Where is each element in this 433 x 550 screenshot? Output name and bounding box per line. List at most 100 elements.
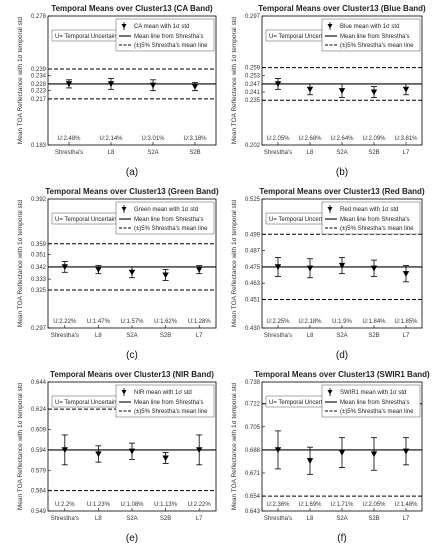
y-tick-label: 0.235 [245,98,261,104]
legend-swatch-marker [121,24,127,29]
legend-series-label: Blue mean with 1σ std [340,24,399,30]
mean-marker [196,267,203,273]
legend-series-label: NIR mean with 1σ std [134,390,192,396]
y-tick-label: 0.644 [31,380,47,386]
mean-marker [402,271,410,277]
mean-marker [274,447,282,454]
y-tick-label: 0.624 [31,407,47,413]
mean-marker [338,88,346,94]
y-tick-label: 0.594 [31,448,47,454]
legend-box [321,384,421,418]
legend-band-label: (±)5% Shrestha's mean line [134,409,208,415]
panel-label: (d) [336,350,348,361]
legend-mean-label: Mean line from Shrestha's [134,400,204,406]
x-tick-label: Shrestha's [51,333,79,339]
y-tick-label: 0.609 [31,428,47,434]
x-tick-label: L7 [196,516,203,522]
uncertainty-value: U:1.62% [154,319,178,325]
legend-mean-label: Mean line from Shrestha's [340,34,410,40]
chart-title: Temporal Means over Cluster13 (Blue Band… [258,4,426,13]
legend-band-label: (±)5% Shrestha's mean line [340,226,414,232]
x-tick-label: S2A [126,333,137,339]
mean-marker [370,89,378,96]
x-tick-label: S2A [336,333,347,339]
y-tick-label: 0.223 [31,89,47,95]
y-tick-label: 0.253 [245,74,261,80]
y-tick-label: 0.217 [31,97,47,103]
x-tick-label: S2B [368,516,379,522]
legend-swatch-marker [121,207,127,212]
mean-marker [306,86,314,93]
legend: Blue mean with 1σ std Mean line from Shre… [321,18,421,52]
legend-band-label: (±)5% Shrestha's mean line [340,43,414,49]
uncertainty-box-label: U= Temporal Uncertainty [269,400,335,406]
uncertainty-value: U:1.48% [394,502,418,508]
panel-label: (b) [336,167,348,178]
uncertainty-value: U:1.28% [188,319,212,325]
y-tick-label: 0.241 [245,90,261,96]
legend-box [321,201,421,235]
legend-box [115,201,215,235]
y-tick-label: 0.234 [31,74,47,80]
legend-mean-label: Mean line from Shrestha's [340,217,410,223]
mean-marker [370,265,378,272]
legend-box [321,18,421,52]
mean-marker [191,84,199,90]
x-tick-label: S2B [160,516,171,522]
x-tick-label: S2B [368,150,379,156]
y-axis-label: Mean TOA Reflectance with 1σ temporal st… [231,199,238,327]
legend-box [115,18,215,52]
y-tick-label: 0.688 [245,448,261,454]
chart-title: Temporal Means over Cluster13 (NIR Band) [50,370,214,379]
uncertainty-value: U:3.81% [394,136,418,142]
y-tick-label: 0.278 [31,14,47,20]
mean-marker [402,86,410,93]
mean-marker [338,262,346,269]
legend-band-label: (±)5% Shrestha's mean line [134,43,208,49]
mean-marker [306,458,314,464]
y-tick-label: 0.654 [245,494,261,500]
y-axis-label: Mean TOA Reflectance with 1σ temporal st… [17,199,24,327]
chart-panel-2: Temporal Means over Cluster13 (Green Ban… [17,187,219,361]
y-tick-label: 0.705 [245,425,261,431]
y-axis-label: Mean TOA Reflectance with 1σ temporal st… [17,382,24,510]
y-tick-label: 0.392 [31,197,47,203]
x-tick-label: L8 [108,150,115,156]
legend: CA mean with 1σ std Mean line from Shrest… [115,18,215,52]
x-tick-label: L8 [307,516,314,522]
uncertainty-value: U:2.64% [330,136,354,142]
chart-panel-3: Temporal Means over Cluster13 (Red Band)… [231,187,425,361]
uncertainty-box-label: U= Temporal Uncertainty [55,34,121,40]
y-axis-label: Mean TOA Reflectance with 1σ temporal st… [231,382,238,510]
x-tick-label: S2A [126,516,137,522]
legend: Red mean with 1σ std Mean line from Shres… [321,201,421,235]
chart-panel-0: Temporal Means over Cluster13 (CA Band) M… [17,4,217,178]
uncertainty-value: U:2.68% [298,136,322,142]
uncertainty-value: U:2.48% [57,136,81,142]
uncertainty-value: U:3.18% [183,136,207,142]
y-tick-label: 0.247 [245,82,261,88]
uncertainty-value: U:1.69% [298,502,322,508]
y-tick-label: 0.487 [245,249,261,255]
mean-marker [61,264,68,271]
y-tick-label: 0.738 [245,380,261,386]
y-tick-label: 0.239 [31,67,47,73]
y-tick-label: 0.202 [245,143,261,149]
legend-mean-label: Mean line from Shrestha's [134,34,204,40]
y-tick-label: 0.359 [31,242,47,248]
panel-label: (f) [337,533,346,544]
legend: Green mean with 1σ std Mean line from Shr… [115,201,215,235]
mean-marker [274,264,282,271]
panel-label: (a) [126,167,138,178]
uncertainty-value: U:1.08% [120,502,144,508]
legend-band-label: (±)5% Shrestha's mean line [134,226,208,232]
uncertainty-box-label: U= Temporal Uncertainty [269,34,335,40]
mean-marker [274,81,282,88]
y-tick-label: 0.475 [245,265,261,271]
uncertainty-value: U:1.13% [154,502,178,508]
panel-label: (e) [126,533,138,544]
uncertainty-value: U:2.09% [362,136,386,142]
uncertainty-value: U:1.9% [332,319,352,325]
uncertainty-value: U:2.25% [266,319,290,325]
